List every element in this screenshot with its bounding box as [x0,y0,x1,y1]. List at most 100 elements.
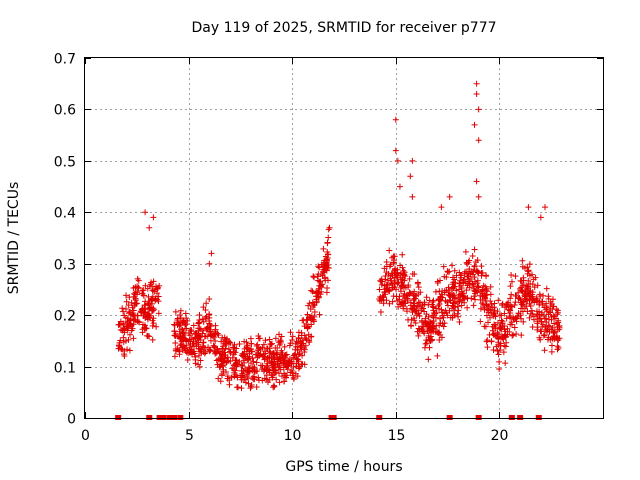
data-point [240,357,247,364]
data-point [120,334,127,341]
data-point [465,273,472,280]
data-point [196,311,203,318]
data-point [253,384,260,391]
data-point [320,268,327,275]
data-point [253,343,260,350]
data-point [231,361,238,368]
data-point [135,277,142,284]
data-point [508,271,515,278]
data-point [132,284,139,291]
data-point [250,358,257,365]
data-point [117,326,124,333]
data-point [383,297,390,304]
data-point [473,91,480,97]
data-point [446,287,453,294]
data-point [310,301,317,308]
data-point [123,292,130,299]
data-point [446,268,453,275]
data-point [434,352,441,359]
data-point [386,286,393,293]
data-point [172,330,179,337]
data-point [425,313,432,320]
data-point [440,314,447,321]
data-point [306,338,313,345]
data-point [474,257,481,264]
data-point [291,352,298,359]
data-point [480,301,487,308]
data-point [278,333,285,340]
data-point [473,178,480,185]
data-point [130,313,137,320]
data-point [432,288,439,295]
data-point [487,283,494,290]
data-point [268,341,275,348]
data-point [304,311,311,318]
data-point [452,279,459,286]
data-point [262,350,269,357]
data-point [493,343,500,350]
data-point [378,278,385,285]
data-point [525,204,532,211]
data-point [283,372,290,379]
data-point [416,328,423,335]
data-point [117,318,124,325]
data-point [389,298,396,305]
baseline-marker [376,415,383,420]
data-point [282,352,289,359]
data-point [453,298,460,305]
baseline-marker [475,415,482,420]
data-point [534,318,541,325]
data-point [150,286,157,293]
data-point [135,285,142,292]
data-point [384,282,391,289]
data-point [522,291,529,298]
data-point [513,330,520,337]
data-point [526,289,533,296]
data-point [541,204,548,211]
data-point [172,346,179,353]
data-point [139,321,146,328]
data-point [495,297,502,304]
data-point [176,351,183,358]
data-point [507,307,514,314]
data-point [466,257,473,264]
data-point [529,324,536,331]
data-point [323,289,330,296]
data-point [156,282,163,289]
data-point [468,295,475,302]
data-point [178,338,185,345]
data-point [190,322,197,329]
data-point [548,326,555,333]
data-point [442,307,449,314]
data-point [182,322,189,329]
data-point [119,305,126,312]
data-point [414,280,421,287]
data-point [530,276,537,283]
data-point [391,277,398,284]
data-point [441,273,448,280]
data-point [206,346,213,353]
data-point [500,349,507,356]
data-point [182,345,189,352]
data-point [465,268,472,275]
data-point [191,350,198,357]
data-point [131,294,138,301]
data-point [504,302,511,309]
data-point [313,296,320,303]
data-point [183,349,190,356]
data-point [451,276,458,283]
data-point [537,214,544,221]
data-point [392,147,399,154]
data-point [520,318,527,325]
data-point [199,330,206,337]
data-point [438,306,445,313]
data-point [458,285,465,292]
data-point [239,363,246,370]
data-point [149,317,156,324]
data-point [430,312,437,319]
data-point [460,290,467,297]
data-point [450,284,457,291]
data-point [548,342,555,349]
data-point [387,261,394,268]
